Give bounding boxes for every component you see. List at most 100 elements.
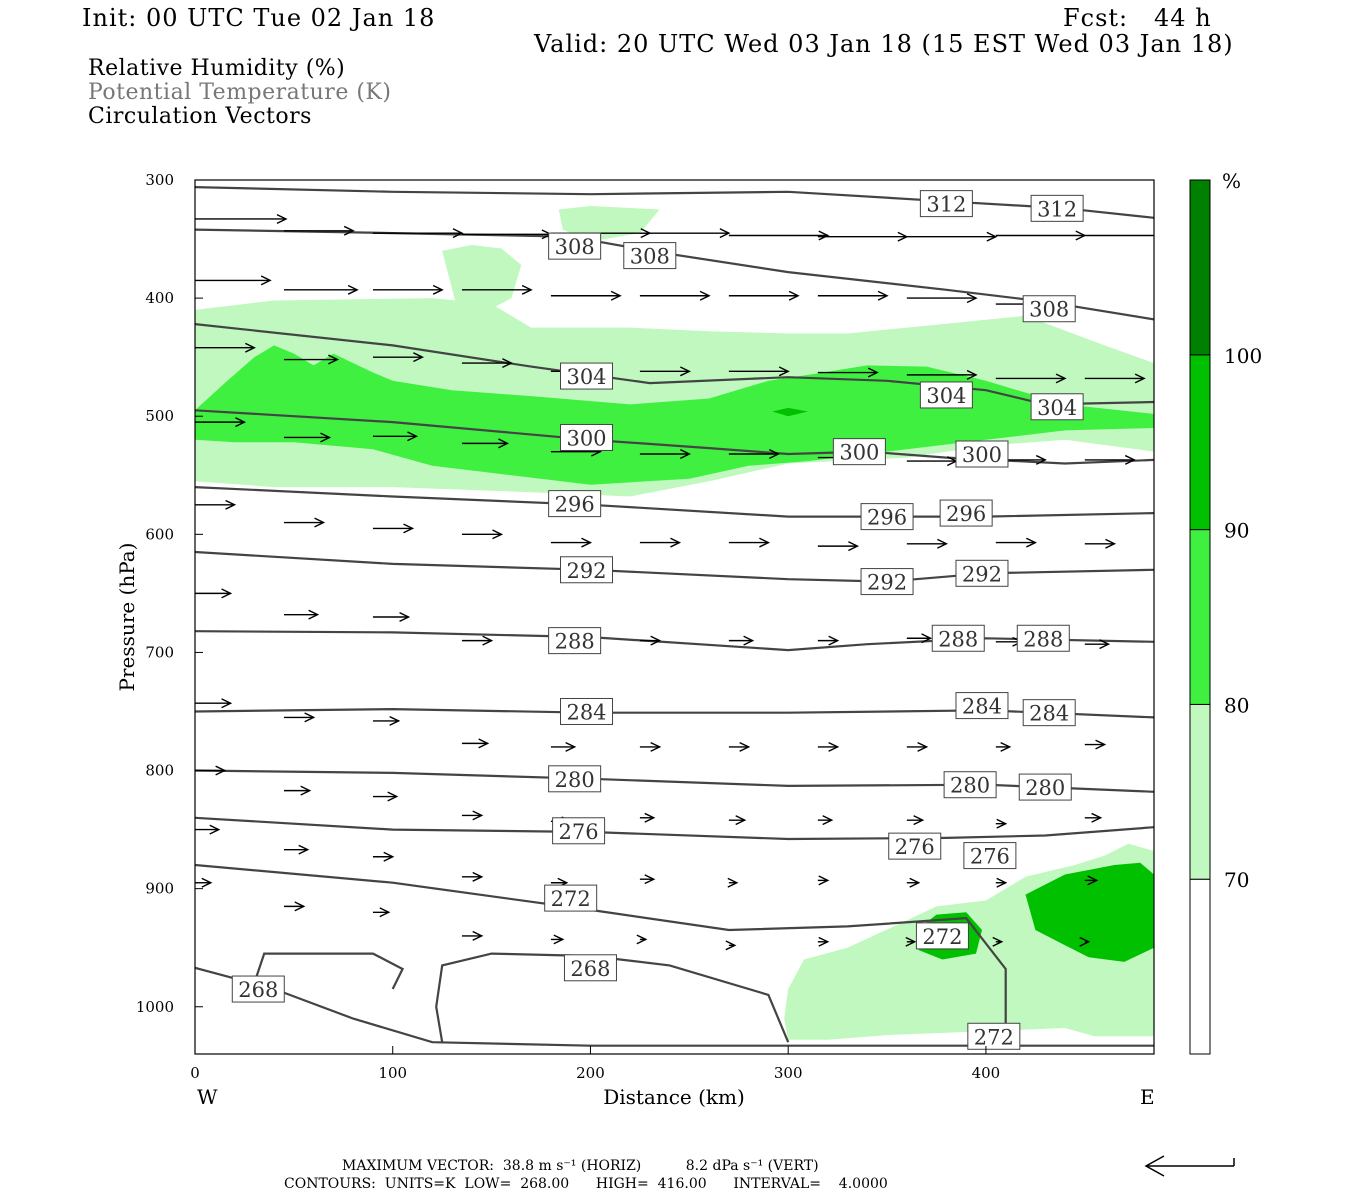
wind-vector [461, 930, 484, 941]
colorbar-level-label: 90 [1224, 519, 1249, 543]
contour-label-292: 292 [860, 568, 914, 596]
colorbar-segment [1189, 354, 1211, 531]
wind-vector [283, 785, 312, 796]
legend-potential-temperature: Potential Temperature (K) [88, 80, 392, 105]
svg-text:312: 312 [926, 193, 966, 217]
legend-circulation-vectors: Circulation Vectors [88, 104, 312, 129]
svg-text:268: 268 [238, 978, 278, 1002]
wind-vector [461, 438, 510, 449]
contour-label-280: 280 [943, 771, 997, 799]
wind-vector [639, 290, 711, 301]
svg-text:292: 292 [566, 559, 606, 583]
contour-label-276: 276 [552, 817, 606, 845]
wind-vector [195, 417, 247, 428]
svg-text:292: 292 [962, 562, 1002, 586]
wind-vector [817, 290, 889, 301]
x-tick-label: 100 [378, 1064, 407, 1082]
wind-vector [550, 741, 577, 752]
theta-contour-300 [195, 409, 1154, 465]
contour-label-288: 288 [1016, 624, 1070, 652]
contour-label-304: 304 [560, 362, 614, 390]
wind-vector [372, 523, 415, 534]
wind-vector [372, 352, 425, 363]
wind-vector [195, 698, 233, 709]
wind-vector [283, 609, 320, 620]
svg-text:276: 276 [970, 845, 1010, 869]
theta-contour-304 [195, 323, 1154, 406]
wind-vector [461, 635, 494, 646]
svg-text:276: 276 [559, 820, 599, 844]
wind-vector [995, 373, 1067, 384]
colorbar-segment [1189, 703, 1211, 880]
contour-label-296: 296 [939, 499, 993, 527]
contour-label-268: 268 [563, 954, 617, 982]
wind-vector [283, 225, 355, 236]
wind-vector [639, 537, 682, 548]
contour-label-296: 296 [548, 490, 602, 518]
wind-vector [728, 449, 780, 459]
wind-vector [817, 741, 840, 752]
wind-vector [195, 824, 221, 835]
svg-text:280: 280 [950, 774, 990, 798]
theta-contour-292 [195, 550, 1154, 583]
rh-region-90 [772, 407, 808, 417]
axes: 0 100 200 300 400 300 400 500 600 700 800 900 1000 [136, 171, 1000, 1082]
wind-vector [1084, 373, 1146, 384]
wind-vector [372, 851, 395, 862]
contour-label-288: 288 [548, 627, 602, 655]
theta-contour-312 [195, 186, 1154, 219]
theta-contour-280 [195, 769, 1154, 793]
wind-vector [461, 871, 484, 882]
wind-vector [372, 612, 411, 622]
wind-vector [639, 366, 691, 377]
wind-vector [728, 635, 755, 646]
svg-text:268: 268 [570, 957, 610, 981]
wind-vector [461, 738, 490, 749]
contour-label-300: 300 [560, 423, 614, 451]
theta-contour-284 [195, 707, 1154, 719]
y-tick-label: 300 [145, 171, 174, 189]
wind-vector [995, 230, 1087, 241]
wind-vector [817, 936, 830, 947]
reference-vector-icon [1144, 1155, 1235, 1177]
wind-vector [906, 538, 948, 549]
wind-vector [728, 537, 771, 548]
wind-vector [905, 936, 917, 947]
contour-label-276: 276 [963, 842, 1017, 870]
wind-vector [372, 228, 464, 239]
wind-vector [461, 284, 533, 295]
init-time: Init: 00 UTC Tue 02 Jan 18 [82, 4, 436, 32]
x-tick-label: 200 [576, 1064, 605, 1082]
contour-label-304: 304 [919, 381, 973, 409]
x-end-west: W [197, 1085, 218, 1109]
svg-text:280: 280 [555, 768, 595, 792]
contour-label-308: 308 [548, 232, 602, 260]
wind-vector [372, 431, 419, 442]
contour-label-292: 292 [955, 559, 1009, 587]
wind-vector [461, 810, 484, 821]
wind-vector [283, 354, 339, 365]
wind-vector [817, 231, 909, 242]
wind-vector [195, 342, 256, 353]
wind-vector [195, 588, 233, 599]
contour-label-276: 276 [888, 832, 942, 860]
contour-label-284: 284 [1022, 699, 1076, 727]
y-tick-label: 800 [145, 762, 174, 780]
wind-vector [372, 715, 401, 726]
x-end-east: E [1140, 1085, 1155, 1109]
svg-text:292: 292 [867, 571, 907, 595]
wind-vector [550, 934, 565, 945]
contour-label-308: 308 [623, 242, 677, 270]
svg-text:304: 304 [926, 384, 966, 408]
wind-vector [639, 874, 656, 885]
contour-label-300: 300 [832, 438, 886, 466]
svg-text:284: 284 [962, 695, 1002, 719]
footer-max-vector: MAXIMUM VECTOR: 38.8 m s⁻¹ (HORIZ) 8.2 d… [342, 1158, 819, 1174]
svg-text:300: 300 [839, 441, 879, 465]
colorbar-unit: % [1222, 169, 1241, 193]
wind-vector [728, 290, 800, 301]
wind-vector [906, 877, 921, 888]
contour-label-300: 300 [955, 440, 1009, 468]
wind-vector [372, 907, 391, 918]
wind-vector [283, 432, 332, 443]
